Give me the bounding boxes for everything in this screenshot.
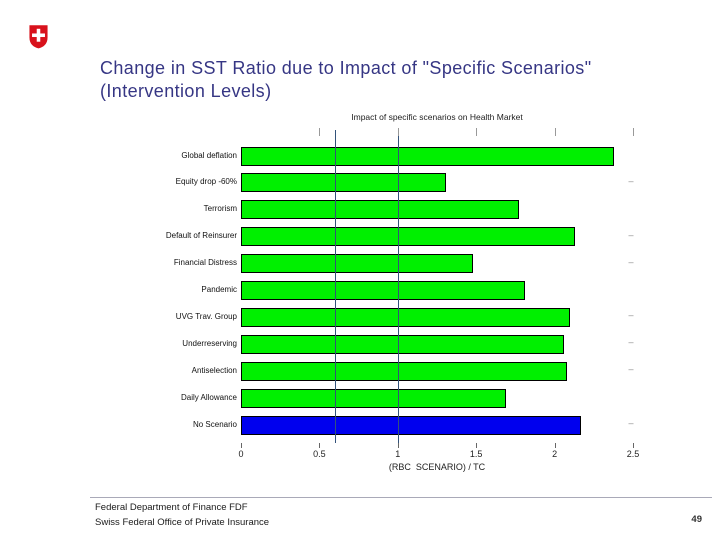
category-label: Pandemic — [201, 285, 237, 294]
reference-line — [335, 130, 337, 443]
category-label: Antiselection — [191, 365, 237, 375]
dash-marker: – — [628, 310, 634, 321]
category-label: Underreserving — [182, 338, 237, 348]
chart-title: Impact of specific scenarios on Health M… — [351, 112, 523, 122]
chart-bar — [241, 334, 564, 354]
x-tick-top — [554, 128, 556, 136]
slide-title-line1: Change in SST Ratio due to Impact of "Sp… — [100, 58, 592, 78]
x-tick-label: 0 — [238, 449, 244, 459]
x-tick-bottom — [397, 443, 399, 448]
dash-marker: – — [628, 337, 634, 348]
footer-office: Swiss Federal Office of Private Insuranc… — [95, 517, 270, 528]
footer-divider — [90, 497, 712, 498]
x-tick-label: 2.5 — [626, 449, 640, 459]
reference-line — [397, 130, 399, 443]
x-tick-label: 1 — [395, 449, 401, 459]
chart-bar — [241, 281, 525, 300]
dash-marker: – — [628, 229, 634, 240]
category-label: Equity drop -60% — [175, 177, 237, 187]
x-tick-bottom — [633, 443, 634, 448]
logo-cross-horizontal — [32, 33, 45, 38]
chart-bar — [241, 173, 447, 193]
category-label: Global deflation — [181, 150, 237, 160]
category-label: Terrorism — [203, 204, 237, 214]
scenario-impact-bar-chart: Impact of specific scenarios on Health M… — [165, 112, 640, 472]
chart-bar — [241, 200, 519, 220]
page-number: 49 — [691, 514, 702, 525]
slide-title-line2: (Intervention Levels) — [100, 81, 272, 101]
chart-bar — [241, 415, 582, 435]
category-label: Daily Allowance — [180, 392, 237, 402]
x-tick-top — [319, 128, 321, 136]
x-axis-label: (RBC SCENARIO) / TC — [388, 462, 486, 472]
x-tick-top — [397, 128, 399, 136]
chart-bar — [241, 361, 568, 381]
dash-marker: – — [628, 175, 634, 186]
slide-title: Change in SST Ratio due to Impact of "Sp… — [100, 57, 700, 103]
category-label: UVG Trav. Group — [175, 311, 237, 321]
category-label: No Scenario — [192, 419, 237, 429]
x-tick-label: 2 — [552, 449, 558, 459]
x-tick-label: 0.5 — [313, 449, 326, 459]
category-label: Financial Distress — [173, 258, 237, 268]
dash-marker: – — [628, 418, 634, 428]
x-tick-bottom — [241, 443, 242, 448]
chart-bar — [241, 227, 575, 247]
x-tick-top — [476, 128, 478, 136]
x-tick-bottom — [319, 443, 321, 448]
x-tick-bottom — [554, 443, 556, 448]
x-tick-bottom — [476, 443, 478, 448]
chart-bar — [241, 254, 474, 274]
dash-marker: – — [628, 364, 634, 375]
x-tick-top — [633, 128, 634, 136]
footer-department: Federal Department of Finance FDF — [95, 502, 248, 513]
swiss-cross-logo-icon — [29, 25, 48, 49]
chart-bar — [241, 307, 571, 327]
chart-bar — [241, 388, 506, 408]
chart-bar — [241, 146, 615, 166]
dash-marker: – — [628, 256, 634, 267]
category-label: Default of Reinsurer — [165, 231, 237, 241]
x-tick-label: 1.5 — [469, 449, 483, 459]
